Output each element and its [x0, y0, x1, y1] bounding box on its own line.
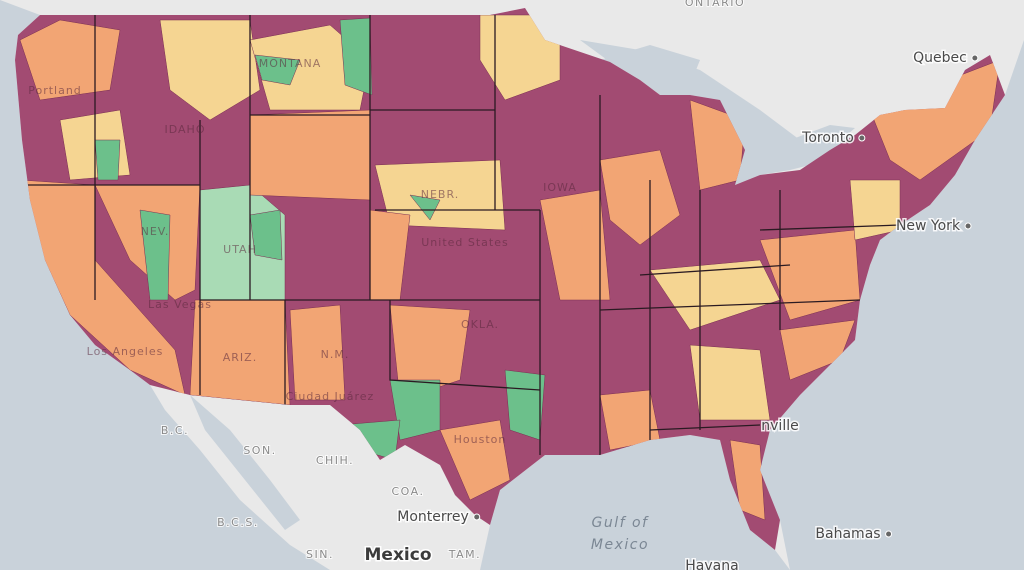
- lake-ontario: [790, 125, 855, 150]
- great-lakes: [580, 40, 860, 185]
- map-label: Gulf of: [592, 515, 650, 531]
- city-dot: [858, 134, 866, 142]
- city-dot: [964, 222, 972, 230]
- map-label: SIN.: [306, 548, 334, 561]
- map-label: N.M.: [321, 348, 350, 361]
- map-label: ARIZ.: [223, 351, 257, 364]
- map-label: NEBR.: [421, 188, 459, 201]
- hudson-strip: [600, 45, 700, 85]
- map-label: TAM.: [448, 548, 481, 561]
- map-label: IDAHO: [165, 123, 206, 136]
- map-label: Havana: [685, 558, 738, 570]
- map-label: United States: [421, 236, 509, 249]
- labels: ONTARIO Quebec Toronto New York United State…: [28, 0, 979, 570]
- map-label: Mexico: [365, 545, 432, 565]
- map-label: Portland: [28, 84, 82, 97]
- map-label: B.C.S.: [217, 516, 259, 529]
- map-label: Las Vegas: [148, 298, 212, 311]
- map-label: IOWA: [543, 181, 577, 194]
- map-label: NEV.: [141, 225, 170, 238]
- map-label: Houston: [454, 433, 507, 446]
- map-label: B.C.: [161, 424, 189, 437]
- map-label: SON.: [243, 444, 276, 457]
- map-label: ONTARIO: [685, 0, 745, 9]
- city-dot: [473, 513, 481, 521]
- gulf: [480, 435, 790, 570]
- city-dot: [885, 530, 893, 538]
- map-label: Quebec: [913, 50, 967, 66]
- map-label: MONTANA: [259, 57, 322, 70]
- map-label: Monterrey: [397, 509, 468, 525]
- map-label: nville: [761, 418, 798, 434]
- map-label: CHIH.: [316, 454, 354, 467]
- map-label: Toronto: [801, 130, 854, 146]
- atlantic: [760, 40, 1024, 570]
- map-label: Mexico: [591, 537, 649, 553]
- pacific: [0, 0, 330, 570]
- map-label: Ciudad Juárez: [286, 390, 375, 403]
- map-label: Los Angeles: [87, 345, 164, 358]
- map-label: New York: [896, 218, 961, 234]
- map-label: UTAH: [223, 243, 257, 256]
- map-label: OKLA.: [461, 318, 499, 331]
- map-label: Bahamas: [815, 526, 880, 542]
- city-dot: [971, 54, 979, 62]
- gulf-of-california: [190, 395, 300, 530]
- map-label: COA.: [392, 485, 425, 498]
